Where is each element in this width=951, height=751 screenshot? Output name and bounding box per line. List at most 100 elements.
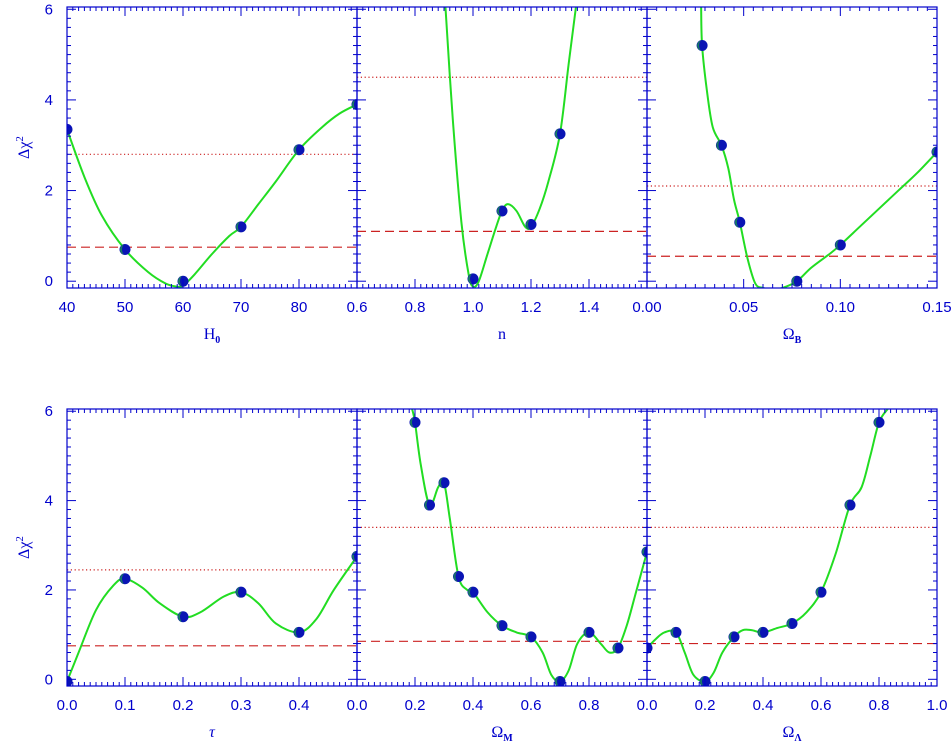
x-axis-label: ΩΛ — [782, 724, 802, 744]
data-point — [62, 676, 73, 687]
data-point-highlight — [697, 40, 702, 51]
y-tick-label: 4 — [45, 493, 53, 510]
x-tick-label: 0.3 — [231, 697, 252, 714]
y-tick-label: 2 — [45, 183, 53, 200]
data-point-highlight — [612, 642, 617, 654]
x-tick-label: 0.0 — [347, 697, 368, 714]
x-tick-label: 1.4 — [579, 299, 600, 316]
data-point — [177, 611, 189, 623]
data-point — [467, 586, 479, 598]
x-tick-label: 0.0 — [57, 697, 78, 714]
data-point-highlight — [786, 618, 791, 629]
data-point-highlight — [525, 219, 530, 230]
x-tick-label: 0.8 — [579, 697, 600, 714]
panel-OmegaB: 0.00 0.05 0.10 0.15 ΩB — [632, 6, 951, 346]
y-tick-label: 0 — [45, 671, 53, 688]
data-point — [715, 139, 727, 151]
data-point-highlight — [62, 676, 66, 687]
y-tick-label: 6 — [45, 1, 53, 18]
y-tick-label: 2 — [45, 582, 53, 599]
data-point — [409, 416, 421, 428]
x-tick-label: 0.4 — [289, 697, 310, 714]
data-point — [351, 550, 357, 562]
x-tick-label: 0.8 — [869, 697, 890, 714]
data-point — [424, 499, 435, 511]
data-point — [786, 617, 798, 629]
data-point-highlight — [293, 627, 298, 638]
x-tick-label: 1.0 — [927, 697, 948, 714]
panel-tau: 0.0 0.1 0.2 0.3 0.4 0 2 4 6 Δχ2 τ — [14, 403, 358, 741]
data-point-highlight — [734, 216, 739, 228]
x-axis-label: ΩB — [783, 326, 802, 346]
y-tick-label: 4 — [45, 92, 53, 109]
x-axis-label: τ — [209, 724, 216, 741]
x-tick-label: 0.1 — [115, 697, 136, 714]
data-point — [641, 546, 647, 558]
data-point-highlight — [583, 627, 588, 638]
panel-frame — [66, 6, 358, 289]
data-point-highlight — [791, 275, 796, 287]
fit-curve — [444, 7, 577, 288]
data-point — [525, 219, 537, 231]
panel-H0: 40 50 60 70 80 0 2 4 6 Δχ2 H0 — [14, 1, 358, 346]
fit-curve — [67, 555, 357, 682]
x-tick-label: 0.8 — [405, 299, 426, 316]
data-point-highlight — [873, 417, 878, 428]
data-point — [815, 586, 827, 598]
panel-frame — [356, 408, 648, 687]
panel-OmegaM: 0.0 0.2 0.4 0.6 0.8 ΩM — [347, 408, 648, 744]
data-point — [453, 571, 464, 583]
data-point — [235, 221, 247, 233]
data-point — [525, 631, 537, 643]
x-tick-label: 0.15 — [922, 299, 951, 316]
fit-curve — [647, 409, 889, 683]
data-point-highlight — [699, 676, 704, 686]
x-tick-label: 0.6 — [347, 299, 368, 316]
x-tick-label: 1.2 — [521, 299, 542, 316]
data-point — [583, 626, 595, 638]
y-tick-label: 6 — [45, 403, 53, 420]
data-point-marker — [67, 676, 73, 686]
data-point — [293, 626, 305, 638]
x-tick-label: 0.10 — [826, 299, 855, 316]
data-point-highlight — [424, 499, 429, 511]
panel-OmegaLambda: 0.0 0.2 0.4 0.6 0.8 1.0 ΩΛ — [637, 408, 948, 744]
x-tick-label: 0.2 — [405, 697, 426, 714]
data-point-highlight — [235, 221, 240, 233]
data-point-highlight — [641, 546, 646, 558]
data-point-highlight — [757, 627, 762, 638]
data-point-highlight — [496, 205, 501, 217]
x-axis-label: ΩM — [491, 724, 513, 744]
data-point — [670, 626, 682, 638]
data-point-highlight — [453, 571, 458, 582]
data-point — [351, 98, 357, 110]
data-point — [734, 216, 746, 228]
data-point-highlight — [177, 275, 182, 287]
data-point — [696, 40, 708, 52]
data-point-highlight — [716, 139, 721, 151]
data-point-highlight — [62, 124, 66, 135]
x-tick-label: 0.6 — [811, 697, 832, 714]
data-point — [647, 642, 653, 654]
data-point — [293, 144, 305, 156]
data-point — [554, 128, 566, 140]
panel-frame — [646, 6, 938, 289]
data-point — [467, 273, 479, 285]
data-point-highlight — [467, 273, 472, 285]
x-tick-label: 70 — [233, 299, 250, 316]
data-point-highlight — [931, 146, 936, 158]
x-tick-label: 0.4 — [753, 697, 774, 714]
data-point-highlight — [554, 676, 559, 686]
panel-n: 0.6 0.8 1.0 1.2 1.4 n — [347, 6, 648, 343]
x-tick-label: 80 — [291, 299, 308, 316]
y-axis-label: Δχ2 — [14, 536, 33, 559]
x-axis-label: H0 — [204, 326, 221, 346]
panel-frame — [66, 408, 358, 687]
fit-curve — [411, 409, 647, 683]
x-tick-label: 40 — [59, 299, 76, 316]
data-point — [757, 626, 769, 638]
data-point — [496, 620, 508, 632]
data-point-highlight — [351, 99, 356, 110]
x-axis-label: n — [498, 326, 506, 343]
x-tick-label: 0.6 — [521, 697, 542, 714]
